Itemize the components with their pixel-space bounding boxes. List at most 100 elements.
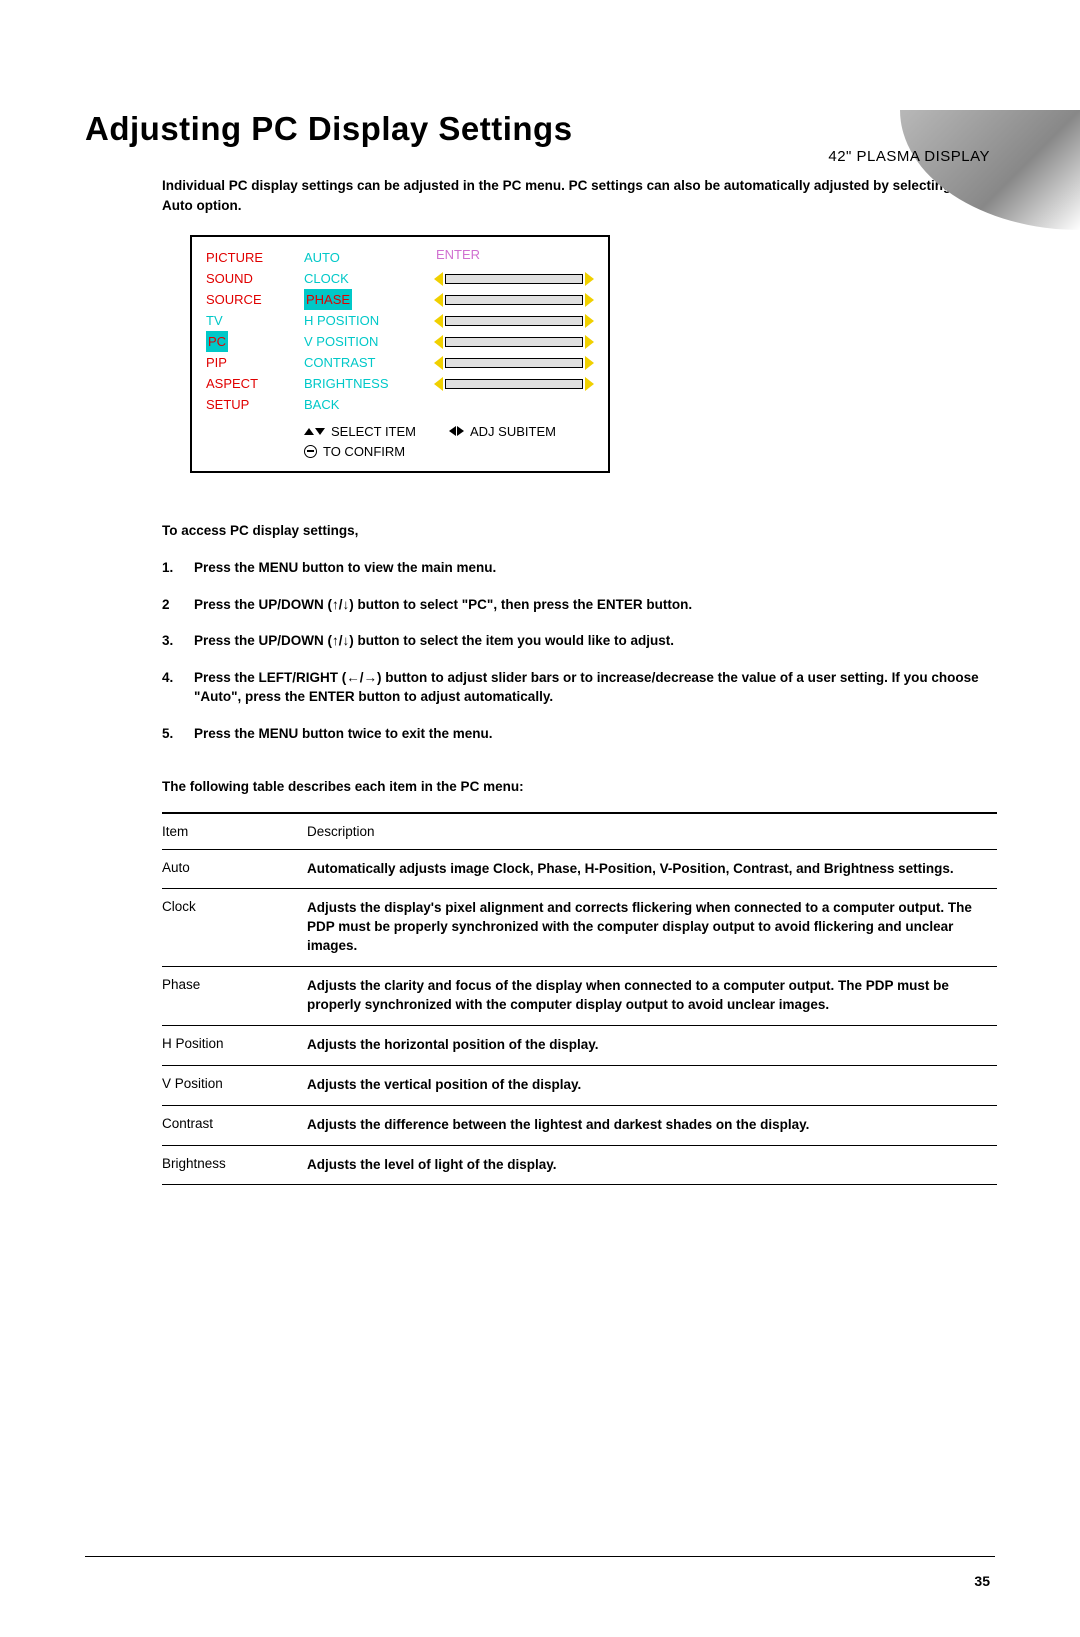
step-text: Press the UP/DOWN (↑/↓) button to select… [194,631,995,651]
left-arrow-icon [449,426,456,436]
step: 1.Press the MENU button to view the main… [162,558,995,578]
footer-confirm-text: TO CONFIRM [323,444,405,459]
table-row: V PositionAdjusts the vertical position … [162,1065,997,1105]
osd-footer: SELECT ITEM ADJ SUBITEM TO CONFIRM [206,421,594,461]
osd-category: PC [206,331,304,352]
osd-item: BRIGHTNESS [304,373,434,394]
osd-col-categories: PICTURESOUNDSOURCETVPCPIPASPECTSETUP [206,247,304,415]
slider-right-icon [585,335,594,349]
step-text: Press the MENU button to view the main m… [194,558,995,578]
step: 2Press the UP/DOWN (↑/↓) button to selec… [162,595,995,615]
up-arrow-icon [304,428,314,435]
slider [434,289,594,310]
table-intro: The following table describes each item … [162,779,995,794]
osd-category: SETUP [206,394,304,415]
step: 4.Press the LEFT/RIGHT (←/→) button to a… [162,668,995,707]
table-cell-desc: Adjusts the difference between the light… [307,1105,997,1145]
table-row: AutoAutomatically adjusts image Clock, P… [162,849,997,889]
osd-item: AUTO [304,247,434,268]
right-arrow-icon [457,426,464,436]
page-number: 35 [974,1573,990,1589]
slider-right-icon [585,293,594,307]
table-cell-item: Phase [162,967,307,1026]
enter-label: ENTER [436,247,594,268]
slider-left-icon [434,335,443,349]
step: 3.Press the UP/DOWN (↑/↓) button to sele… [162,631,995,651]
step-text: Press the MENU button twice to exit the … [194,724,995,744]
osd-category: SOURCE [206,289,304,310]
slider [434,310,594,331]
table-row: PhaseAdjusts the clarity and focus of th… [162,967,997,1026]
table-cell-item: Clock [162,889,307,967]
osd-col-items: AUTOCLOCKPHASEH POSITIONV POSITIONCONTRA… [304,247,434,415]
table-cell-desc: Adjusts the clarity and focus of the dis… [307,967,997,1026]
table-cell-desc: Adjusts the display's pixel alignment an… [307,889,997,967]
table-cell-item: V Position [162,1065,307,1105]
slider [434,352,594,373]
osd-item: PHASE [304,289,434,310]
access-header: To access PC display settings, [162,523,995,538]
step-text: Press the UP/DOWN (↑/↓) button to select… [194,595,995,615]
slider-left-icon [434,293,443,307]
slider-right-icon [585,377,594,391]
confirm-icon [304,445,317,458]
table-head-item: Item [162,813,307,850]
step-number: 1. [162,558,194,578]
bottom-rule [85,1556,995,1557]
table-cell-item: Auto [162,849,307,889]
step: 5.Press the MENU button twice to exit th… [162,724,995,744]
slider-track [445,379,583,389]
osd-category: PIP [206,352,304,373]
page-title: Adjusting PC Display Settings [85,110,995,148]
step-number: 5. [162,724,194,744]
osd-item: BACK [304,394,434,415]
table-row: BrightnessAdjusts the level of light of … [162,1145,997,1185]
osd-col-sliders: ENTER [434,247,594,415]
osd-menu-box: PICTURESOUNDSOURCETVPCPIPASPECTSETUP AUT… [190,235,610,473]
table-cell-desc: Adjusts the level of light of the displa… [307,1145,997,1185]
table-cell-item: H Position [162,1025,307,1065]
slider-track [445,337,583,347]
slider-track [445,358,583,368]
table-cell-desc: Automatically adjusts image Clock, Phase… [307,849,997,889]
osd-category: PICTURE [206,247,304,268]
osd-category: SOUND [206,268,304,289]
osd-category: TV [206,310,304,331]
osd-item: V POSITION [304,331,434,352]
step-number: 3. [162,631,194,651]
table-cell-desc: Adjusts the vertical position of the dis… [307,1065,997,1105]
footer-select-text: SELECT ITEM [331,424,416,439]
table-cell-item: Brightness [162,1145,307,1185]
step-number: 2 [162,595,194,615]
description-table: Item Description AutoAutomatically adjus… [162,812,997,1186]
step-number: 4. [162,668,194,707]
table-row: ContrastAdjusts the difference between t… [162,1105,997,1145]
table-head-desc: Description [307,813,997,850]
header-label: 42" PLASMA DISPLAY [828,148,990,165]
osd-item: CONTRAST [304,352,434,373]
slider-right-icon [585,356,594,370]
intro-text: Individual PC display settings can be ad… [162,176,995,215]
table-cell-desc: Adjusts the horizontal position of the d… [307,1025,997,1065]
footer-adj-text: ADJ SUBITEM [470,424,556,439]
slider-left-icon [434,377,443,391]
slider [434,373,594,394]
osd-item: CLOCK [304,268,434,289]
step-text: Press the LEFT/RIGHT (←/→) button to adj… [194,668,995,707]
osd-item: H POSITION [304,310,434,331]
slider-left-icon [434,314,443,328]
slider-right-icon [585,272,594,286]
slider-left-icon [434,356,443,370]
table-cell-item: Contrast [162,1105,307,1145]
slider-track [445,316,583,326]
slider [434,268,594,289]
steps-list: 1.Press the MENU button to view the main… [162,558,995,743]
slider-left-icon [434,272,443,286]
table-row: ClockAdjusts the display's pixel alignme… [162,889,997,967]
osd-category: ASPECT [206,373,304,394]
slider-right-icon [585,314,594,328]
table-row: H PositionAdjusts the horizontal positio… [162,1025,997,1065]
down-arrow-icon [315,428,325,435]
slider-track [445,274,583,284]
slider-track [445,295,583,305]
